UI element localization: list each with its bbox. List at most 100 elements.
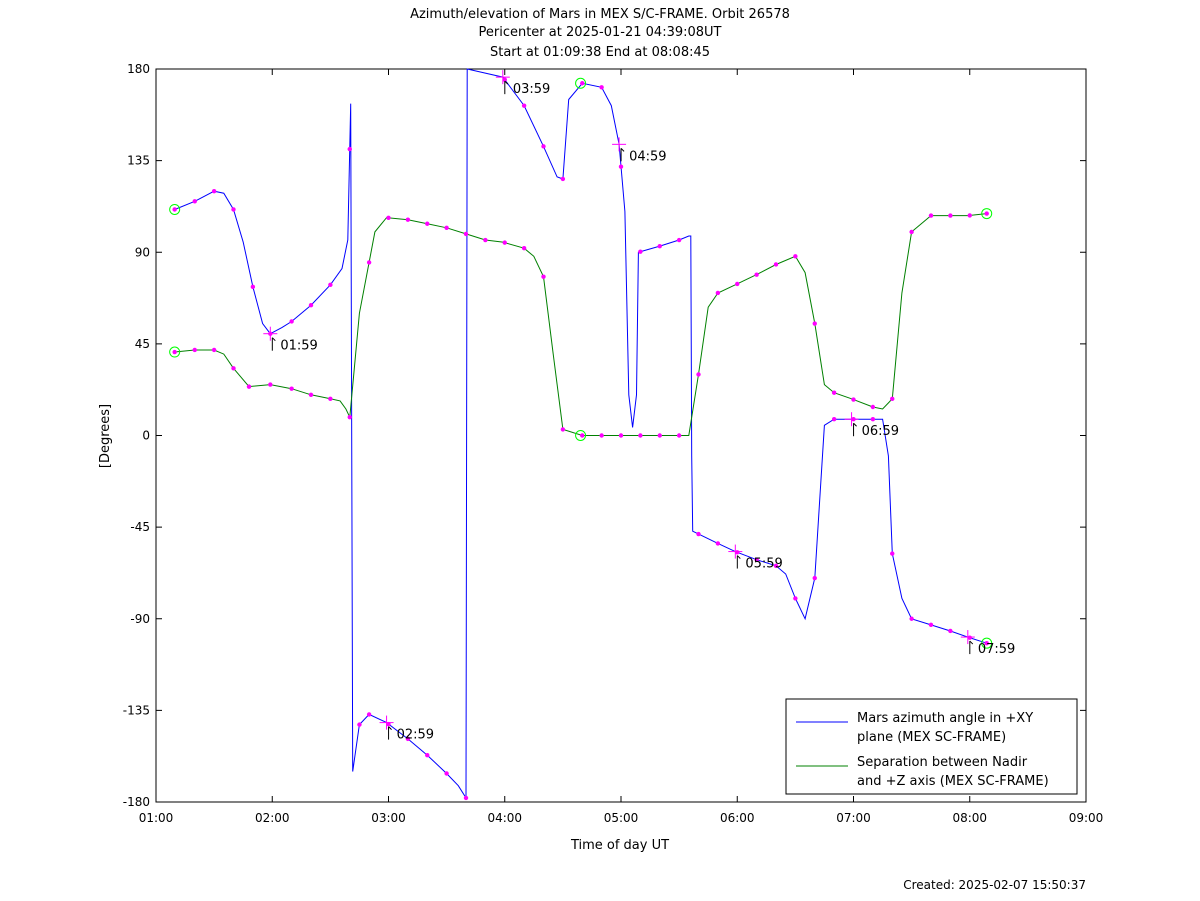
y-tick-label: 45 (135, 337, 150, 351)
x-tick-label: 02:00 (255, 811, 290, 825)
data-point-marker (386, 215, 391, 221)
data-point-marker (541, 144, 546, 149)
data-point-marker (638, 249, 643, 254)
x-tick-label: 05:00 (604, 811, 639, 825)
data-point-marker (599, 85, 604, 90)
title-line-3: Start at 01:09:38 End at 08:08:45 (490, 45, 710, 60)
data-point-marker (831, 417, 837, 422)
data-point-marker (773, 563, 779, 569)
data-point-marker (483, 237, 488, 243)
data-point-marker (560, 176, 566, 182)
chart-title: Azimuth/elevation of Mars in MEX S/C-FRA… (410, 7, 790, 60)
data-point-marker (289, 319, 294, 324)
data-point-marker (425, 221, 430, 226)
data-point-marker (231, 207, 236, 212)
y-tick-label: -135 (123, 703, 150, 717)
data-point-marker (696, 372, 701, 377)
y-tick-label: -90 (130, 612, 150, 626)
endpoint-circle-marker (169, 346, 181, 358)
data-point-marker (580, 433, 585, 438)
data-point-marker (638, 433, 643, 438)
x-tick-label: 04:00 (487, 811, 522, 825)
x-tick-label: 09:00 (1069, 811, 1104, 825)
annotation-arrow-head (736, 555, 741, 559)
data-point-marker (870, 417, 876, 422)
legend-azimuth-label-2: plane (MEX SC-FRAME) (857, 730, 1006, 745)
legend-separation-label-2: and +Z axis (MEX SC-FRAME) (857, 774, 1049, 789)
data-point-marker (618, 433, 624, 438)
data-point-marker (211, 188, 217, 194)
data-point-marker (521, 103, 527, 108)
data-point-marker (599, 433, 604, 438)
x-axis: 01:00 02:00 03:00 04:00 05:00 06:00 07:00 08:00… (139, 69, 1104, 825)
pericenter-circle-marker (575, 77, 587, 89)
data-point-marker (366, 260, 372, 265)
data-point-marker (984, 211, 989, 216)
annotation-arrow-head (969, 640, 974, 645)
data-point-marker (754, 557, 759, 562)
x-tick-label: 06:00 (720, 811, 755, 825)
data-point-marker (909, 616, 914, 621)
annotation-label: 06:59 (862, 424, 899, 439)
annotation-arrow-head (271, 337, 276, 342)
data-point-marker (192, 347, 197, 353)
data-point-marker (793, 254, 798, 259)
annotation-arrow-head (388, 726, 392, 730)
annotation-label: 01:59 (280, 339, 317, 354)
data-point-marker (405, 736, 411, 742)
data-point-marker (308, 302, 314, 308)
annotation-label: 03:59 (513, 82, 550, 97)
data-point-marker (735, 281, 740, 287)
y-tick-label: 180 (127, 62, 150, 76)
annotation-arrow-head (620, 147, 625, 152)
data-point-marker (231, 366, 236, 371)
hour-annotations: 01:59 02:59 03:59 04:59 05:59 06:59 07:59 (263, 70, 1015, 743)
x-tick-label: 07:00 (836, 811, 871, 825)
y-tick-label: 135 (127, 154, 150, 168)
pericenter-circle-marker (575, 430, 587, 441)
data-point-marker (289, 386, 294, 391)
data-point-marker (357, 722, 362, 727)
data-point-marker (444, 225, 449, 231)
data-point-marker (347, 414, 352, 420)
data-point-marker (463, 231, 469, 237)
data-point-marker (715, 541, 721, 546)
y-tick-label: -45 (130, 520, 150, 534)
data-point-marker (715, 290, 721, 296)
data-point-marker (560, 427, 566, 432)
y-tick-label: -180 (123, 795, 150, 809)
data-point-marker (967, 213, 972, 218)
data-point-marker (812, 321, 817, 326)
y-axis-label: [Degrees] (98, 404, 113, 468)
azimuth-series-line (174, 68, 987, 800)
data-point-marker (192, 199, 197, 204)
data-point-marker (984, 640, 989, 646)
data-point-marker (502, 77, 507, 82)
data-point-marker (405, 217, 411, 222)
data-point-marker (308, 392, 314, 397)
data-point-marker (172, 349, 177, 355)
data-point-marker (444, 771, 449, 776)
data-point-marker (463, 795, 469, 801)
annotation-label: 07:59 (978, 642, 1015, 657)
data-point-marker (328, 282, 333, 288)
data-point-marker (928, 622, 934, 628)
data-point-marker (211, 347, 217, 353)
data-point-marker (754, 272, 759, 277)
data-point-marker (541, 274, 546, 279)
data-point-marker (502, 240, 507, 245)
data-point-marker (831, 390, 837, 395)
legend-box (785, 698, 1078, 795)
legend: Mars azimuth angle in +XY plane (MEX SC-… (785, 698, 1078, 795)
x-tick-label: 03:00 (371, 811, 406, 825)
data-point-marker (618, 164, 624, 169)
created-timestamp: Created: 2025-02-07 15:50:37 (903, 878, 1086, 892)
annotation-label: 04:59 (629, 149, 666, 164)
series-layer (169, 68, 993, 801)
annotation-arrow-head (504, 80, 509, 85)
data-point-marker (250, 284, 256, 290)
x-tick-label: 01:00 (139, 811, 174, 825)
x-axis-label: Time of day UT (570, 838, 669, 853)
annotation-arrow-head (853, 422, 857, 427)
